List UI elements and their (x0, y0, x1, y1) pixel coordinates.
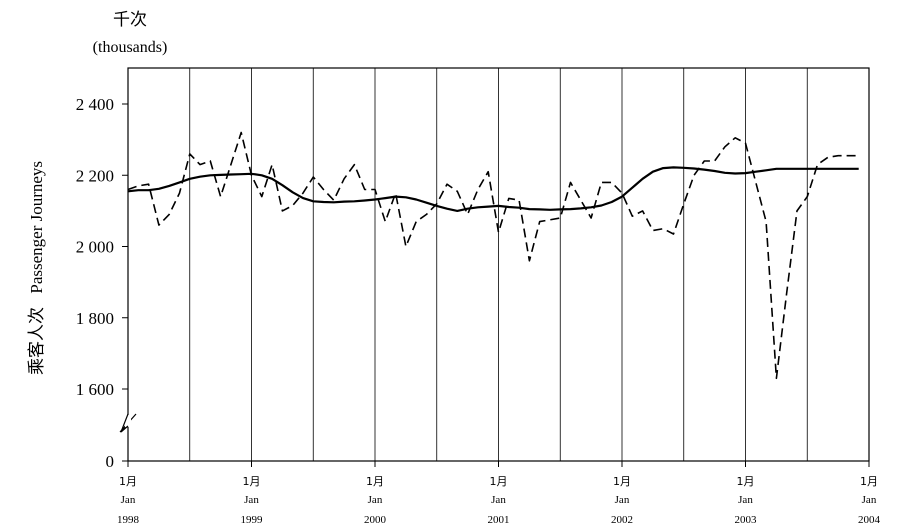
x-tick-label-en: Jan (615, 494, 630, 506)
x-tick-label-en: Jan (121, 494, 136, 506)
y-axis-title-cn: 乘客人次 (27, 307, 47, 375)
y-tick-label: 1 800 (76, 309, 114, 328)
x-tick-label-en: Jan (738, 494, 753, 506)
unit-label-cn: 千次 (113, 10, 147, 30)
x-tick-label-en: Jan (244, 494, 259, 506)
y-tick-label: 0 (106, 452, 115, 471)
unit-label-en: (thousands) (93, 39, 168, 56)
x-tick-label-year: 1999 (241, 514, 264, 526)
axis-break-gap (125, 415, 131, 427)
x-tick-label-cn: 1月 (860, 475, 878, 488)
x-axis-ticks: 1月 Jan 1998 1月 Jan 1999 1月 Jan 2000 1月 Jan 2001 1月 Ja… (117, 461, 881, 526)
axis-break-zigzag (120, 413, 129, 433)
x-tick-label-cn: 1月 (119, 475, 137, 488)
series-line-dashed (127, 131, 859, 380)
series-line-solid (127, 166, 859, 212)
x-tick-label-year: 2000 (364, 514, 387, 526)
y-axis-ticks: 0 1 600 1 800 2 000 2 200 2 400 (76, 95, 128, 471)
y-axis-title: 乘客人次 Passenger Journeys (27, 161, 47, 375)
y-tick-label: 2 400 (76, 95, 114, 114)
y-tick-label: 1 600 (76, 380, 114, 399)
x-tick-label-year: 2004 (858, 514, 881, 526)
x-tick-label-year: 2003 (735, 514, 758, 526)
y-axis-title-en: Passenger Journeys (27, 161, 46, 294)
x-tick-label-cn: 1月 (737, 475, 755, 488)
y-tick-label: 2 200 (76, 166, 114, 185)
x-tick-label-en: Jan (491, 494, 506, 506)
x-tick-label-year: 1998 (117, 514, 140, 526)
x-tick-label-cn: 1月 (613, 475, 631, 488)
x-tick-label-cn: 1月 (366, 475, 384, 488)
vertical-gridlines (189, 68, 808, 461)
x-tick-label-en: Jan (862, 494, 877, 506)
x-tick-label-cn: 1月 (243, 475, 261, 488)
series-lines (127, 131, 859, 380)
x-tick-label-year: 2001 (488, 514, 510, 526)
y-tick-label: 2 000 (76, 238, 114, 257)
x-tick-label-year: 2002 (611, 514, 633, 526)
x-tick-label-cn: 1月 (490, 475, 508, 488)
x-tick-label-en: Jan (368, 494, 383, 506)
